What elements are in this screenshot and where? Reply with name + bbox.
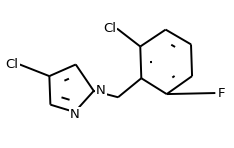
Text: Cl: Cl bbox=[6, 58, 19, 71]
Text: N: N bbox=[70, 108, 80, 121]
Text: N: N bbox=[96, 84, 106, 97]
Text: Cl: Cl bbox=[103, 22, 116, 35]
Text: F: F bbox=[217, 87, 225, 100]
